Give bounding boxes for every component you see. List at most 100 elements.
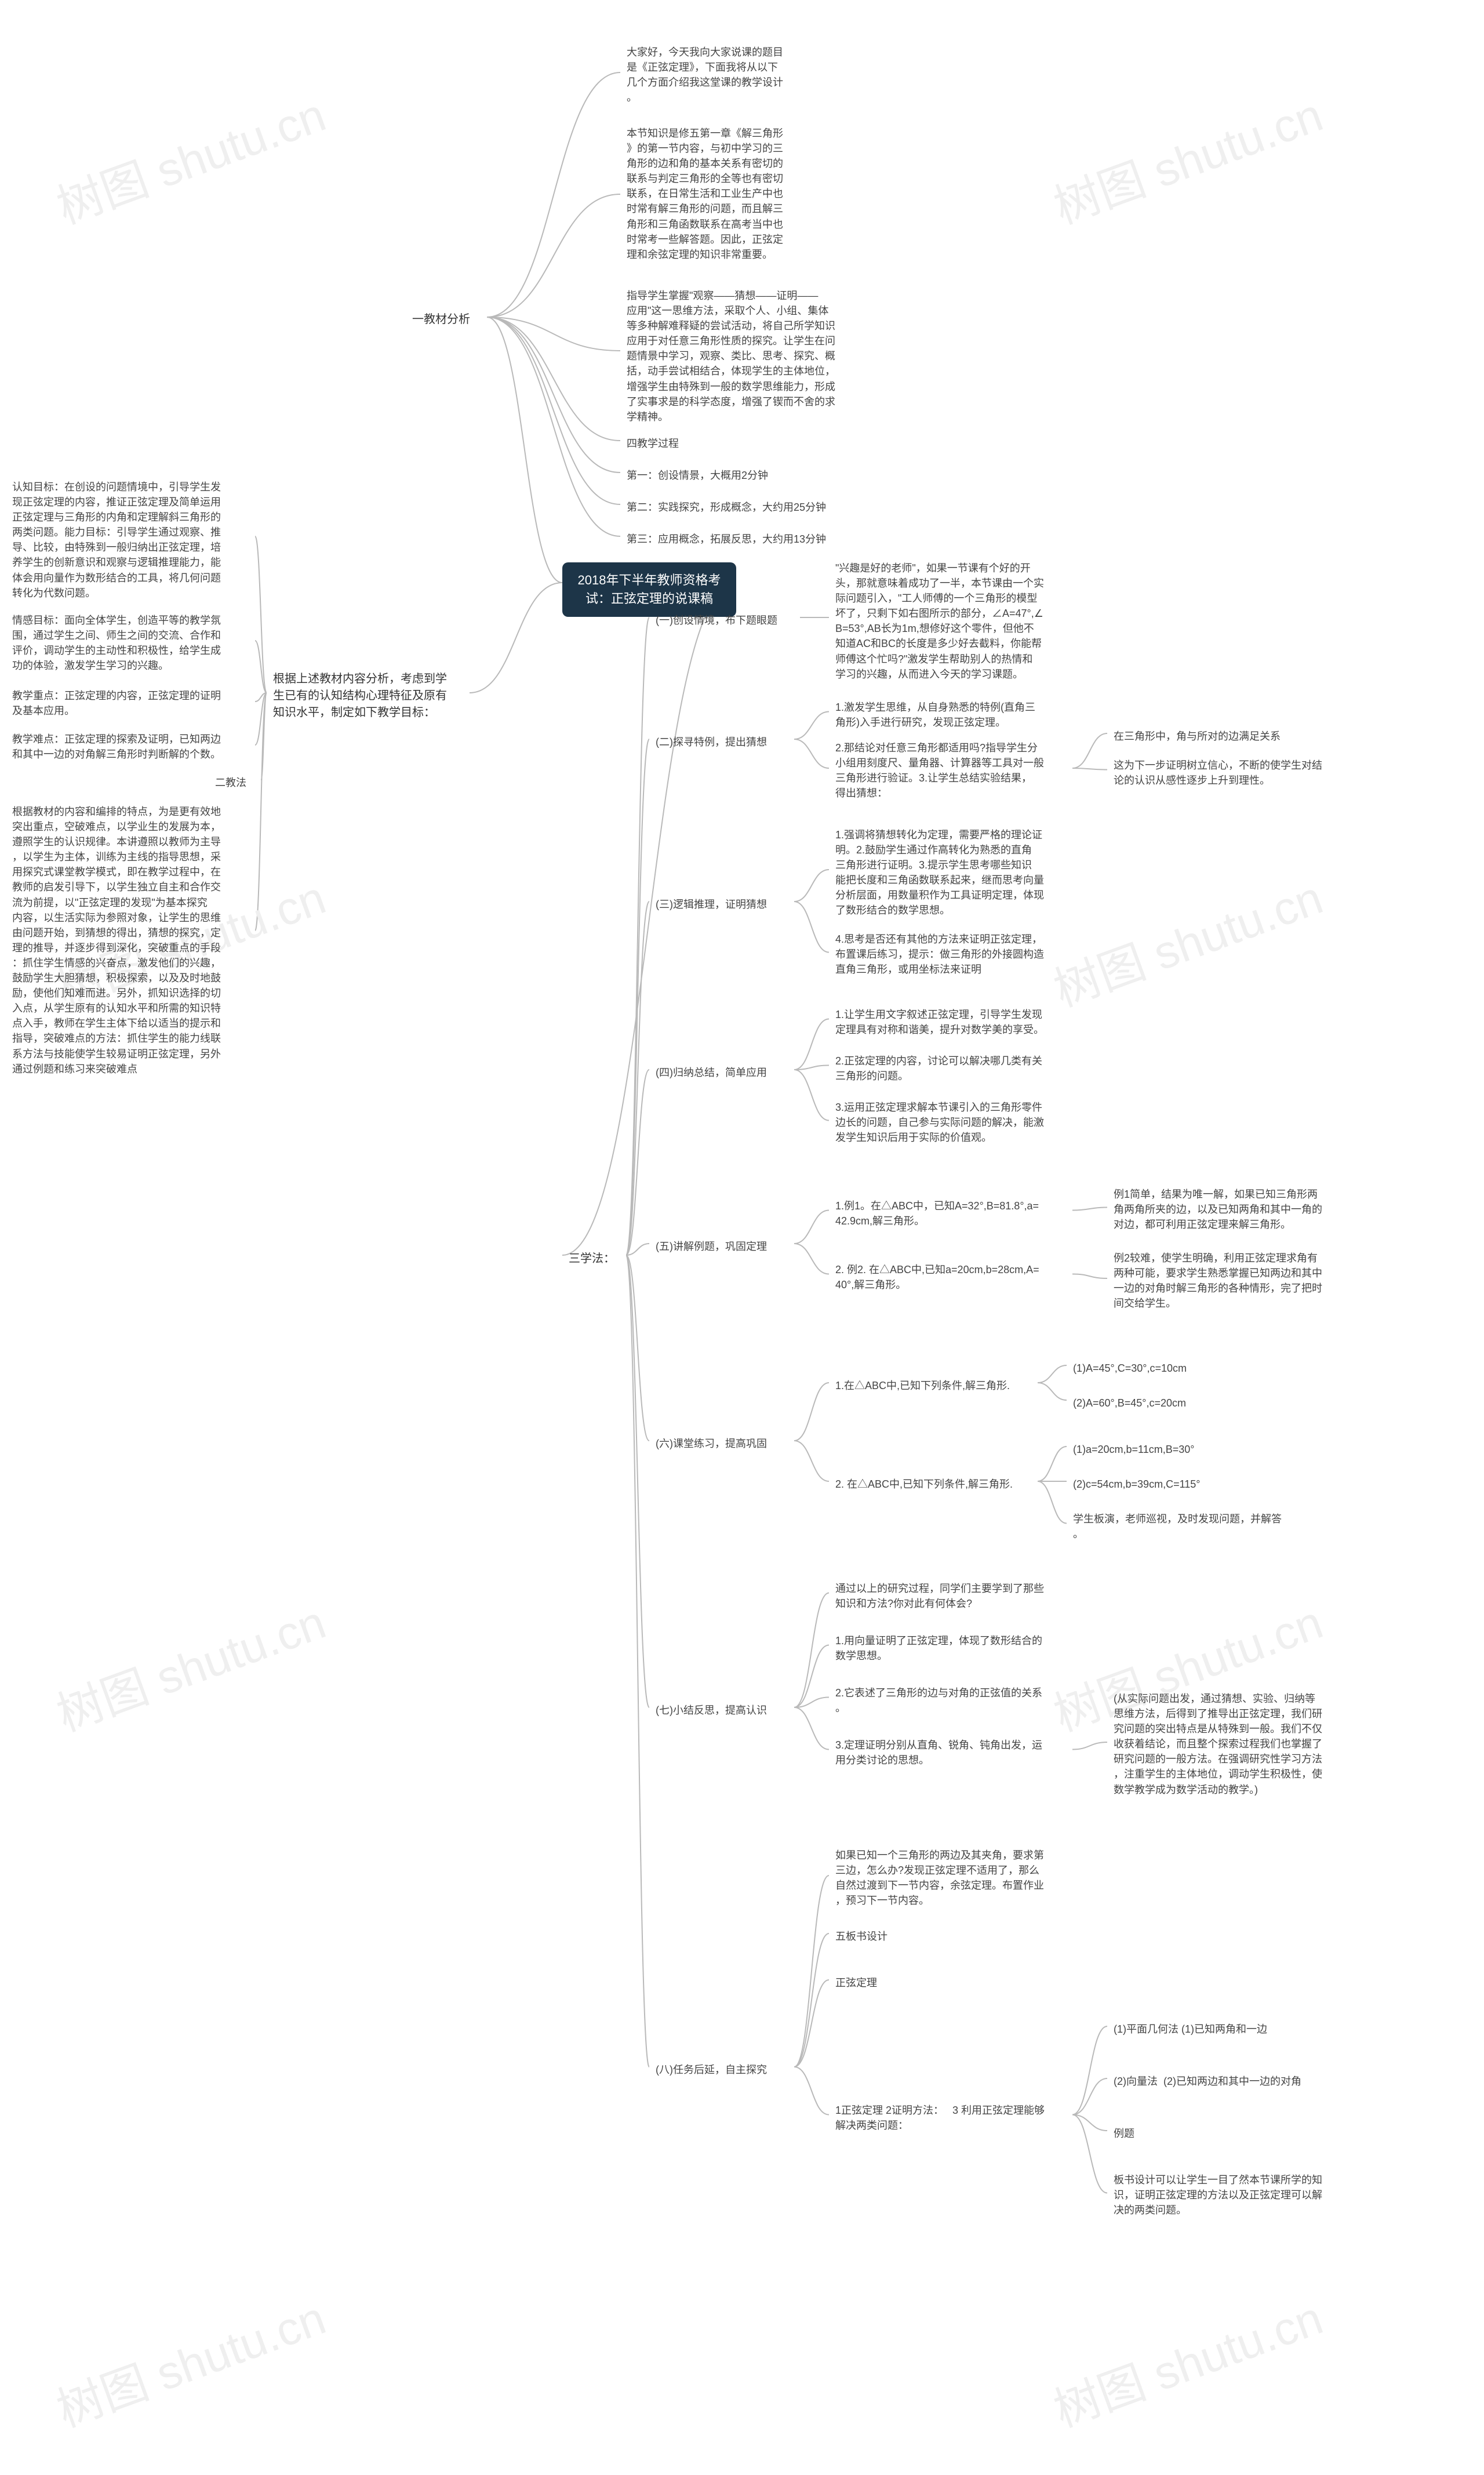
mindmap-connector [487,317,620,351]
mindmap-connector [487,317,562,583]
mindmap-node: 教学重点：正弦定理的内容，正弦定理的证明 及基本应用。 [6,684,255,722]
mindmap-connector [794,1876,829,2067]
watermark: 树图 shutu.cn [1043,78,1330,237]
mindmap-node: 认知目标：在创设的问题情境中，引导学生发 现正弦定理的内容，推证正弦定理及简单运… [6,475,255,605]
mindmap-node: 2.那结论对任意三角形都适用吗?指导学生分 小组用刻度尺、量角器、计算器等工具对… [829,736,1072,805]
mindmap-node: 4.思考是否还有其他的方法来证明正弦定理， 布置课后练习，提示：做三角形的外接圆… [829,928,1072,981]
mindmap-node: 第二：实践探究，形成概念，大约用25分钟 [620,496,864,519]
mindmap-connector [1038,1383,1067,1400]
mindmap-connector [1038,1365,1067,1383]
mindmap-connector [1072,768,1107,770]
mindmap-connector [1072,2115,1107,2193]
mindmap-node: 一教材分析 [406,307,487,332]
mindmap-node: (四)归纳总结，简单应用 [649,1061,794,1084]
mindmap-node: 三学法： [562,1246,626,1271]
watermark: 树图 shutu.cn [46,78,333,237]
mindmap-connector [487,72,620,317]
mindmap-node: "兴趣是好的老师"，如果一节课有个好的开 头，那就意味着成功了一半，本节课由一个… [829,557,1084,686]
mindmap-node: 例2较难，使学生明确，利用正弦定理求角有 两种可能，要求学生熟悉掌握已知两边和其… [1107,1246,1356,1315]
mindmap-connector [487,317,620,536]
mindmap-node: 二教法 [209,771,261,794]
mindmap-connector [1072,1274,1107,1279]
mindmap-node: 3.定理证明分别从直角、锐角、钝角出发，运 用分类讨论的思想。 [829,1733,1072,1772]
mindmap-node: 本节知识是修五第一章《解三角形 》的第一节内容，与初中学习的三 角形的边和角的基… [620,122,829,266]
mindmap-connector [794,902,829,953]
mindmap-node: 情感目标：面向全体学生，创造平等的教学氛 围，通过学生之间、师生之间的交流、合作… [6,609,255,677]
mindmap-connector [794,1707,829,1750]
mindmap-node: 正弦定理 [829,1971,899,1994]
mindmap-connector [794,870,829,902]
mindmap-connector [1072,2026,1107,2115]
mindmap-connector [794,1383,829,1441]
mindmap-connector [794,1211,829,1244]
mindmap-node: 例1简单，结果为唯一解，如果已知三角形两 角两角所夹的边，以及已知两角和其中一角… [1107,1183,1356,1236]
mindmap-node: 例题 [1107,2122,1154,2145]
mindmap-node: 2.正弦定理的内容，讨论可以解决哪几类有关 三角形的问题。 [829,1049,1072,1088]
mindmap-node: 1.激发学生思维，从自身熟悉的特例(直角三 角形)入手进行研究，发现正弦定理。 [829,696,1072,734]
mindmap-node: (七)小结反思，提高认识 [649,1699,794,1722]
mindmap-node: 教学难点：正弦定理的探索及证明，已知两边 和其中一边的对角解三角形时判断解的个数… [6,728,255,766]
mindmap-connector [626,902,649,1255]
mindmap-connector [255,693,267,745]
mindmap-connector [487,317,620,473]
mindmap-connector [261,693,267,780]
mindmap-connector [794,1019,829,1070]
mindmap-node: 1.强调将猜想转化为定理，需要严格的理论证 明。2.鼓励学生通过作高转化为熟悉的… [829,823,1072,922]
mindmap-connector [1072,2115,1107,2131]
mindmap-node: 这为下一步证明树立信心，不断的使学生对结 论的认识从感性逐步上升到理性。 [1107,754,1356,792]
mindmap-node: (2)A=60°,B=45°,c=20cm [1067,1391,1229,1415]
mindmap-node: 第三：应用概念，拓展反思，大约用13分钟 [620,528,864,551]
mindmap-connector [794,712,829,740]
mindmap-connector [626,1255,649,1707]
mindmap-node: 2. 在△ABC中,已知下列条件,解三角形. [829,1473,1038,1496]
mindmap-connector [487,194,620,317]
mindmap-node: (2)c=54cm,b=39cm,C=115° [1067,1473,1241,1496]
mindmap-node: (1)a=20cm,b=11cm,B=30° [1067,1438,1235,1461]
mindmap-node: (二)探寻特例，提出猜想 [649,730,794,754]
mindmap-node: (从实际问题出发，通过猜想、实验、归纳等 思维方法，后得到了推导出正弦定理，我们… [1107,1687,1362,1801]
mindmap-connector [1038,1447,1067,1481]
mindmap-connector [487,317,620,504]
mindmap-node: 2.它表述了三角形的边与对角的正弦值的关系 。 [829,1681,1072,1720]
mindmap-node: 根据教材的内容和编排的特点，为是更有效地 突出重点，空破难点，以学业生的发展为本… [6,800,255,1081]
mindmap-node: 学生板演，老师巡视，及时发现问题，并解答 。 [1067,1507,1316,1546]
mindmap-node: (三)逻辑推理，证明猜想 [649,893,794,916]
mindmap-node: 如果已知一个三角形的两边及其夹角，要求第 三边，怎么办?发现正弦定理不适用了，那… [829,1844,1072,1912]
mindmap-node: 板书设计可以让学生一目了然本节课所学的知 识，证明正弦定理的方法以及正弦定理可以… [1107,2168,1356,2222]
mindmap-connector [470,583,562,693]
mindmap-connector [255,693,267,931]
mindmap-connector [794,1441,829,1481]
mindmap-node: 第一：创设情景，大概用2分钟 [620,464,806,487]
mindmap-connector [794,2067,829,2115]
mindmap-connector [487,317,620,441]
mindmap-connector [794,1593,829,1708]
mindmap-node: (一)创设情境，布下题眼题 [649,609,800,632]
mindmap-connector [626,1255,649,2067]
mindmap-connector [255,693,267,702]
mindmap-connector [626,1244,649,1255]
mindmap-node: 根据上述教材内容分析，考虑到学 生已有的认知结构心理特征及原有 知识水平，制定如… [267,667,470,725]
mindmap-node: 1.让学生用文字叙述正弦定理，引导学生发现 定理具有对称和谐美，提升对数学美的享… [829,1003,1072,1041]
mindmap-node: (1)A=45°,C=30°,c=10cm [1067,1357,1229,1380]
mindmap-node: 1.例1。在△ABC中，已知A=32°,B=81.8°,a= 42.9cm,解三… [829,1194,1072,1233]
mindmap-connector [1038,1481,1067,1524]
mindmap-connector [794,1066,829,1070]
watermark: 树图 shutu.cn [1043,2281,1330,2440]
mindmap-connector [626,1070,649,1255]
mindmap-node: 1.用向量证明了正弦定理，体现了数形结合的 数学思想。 [829,1629,1072,1667]
mindmap-connector [1072,733,1107,768]
mindmap-node: 1.在△ABC中,已知下列条件,解三角形. [829,1374,1038,1397]
mindmap-connector [562,583,736,1255]
mindmap-node: 指导学生掌握"观察——猜想——证明—— 应用"这一思维方法，采取个人、小组、集体… [620,284,870,428]
mindmap-connector [626,617,649,1255]
mindmap-node: 在三角形中，角与所对的边满足关系 [1107,725,1316,748]
mindmap-connector [794,739,829,768]
watermark: 树图 shutu.cn [46,1585,333,1745]
mindmap-connector [1072,1742,1107,1750]
mindmap-connector [794,1645,829,1708]
mindmap-node: (1)平面几何法 (1)已知两角和一边 [1107,2018,1310,2041]
mindmap-connector [794,1070,829,1121]
mindmap-connector [626,739,649,1255]
mindmap-connector [1072,1208,1107,1211]
mindmap-node: 四教学过程 [620,432,701,455]
